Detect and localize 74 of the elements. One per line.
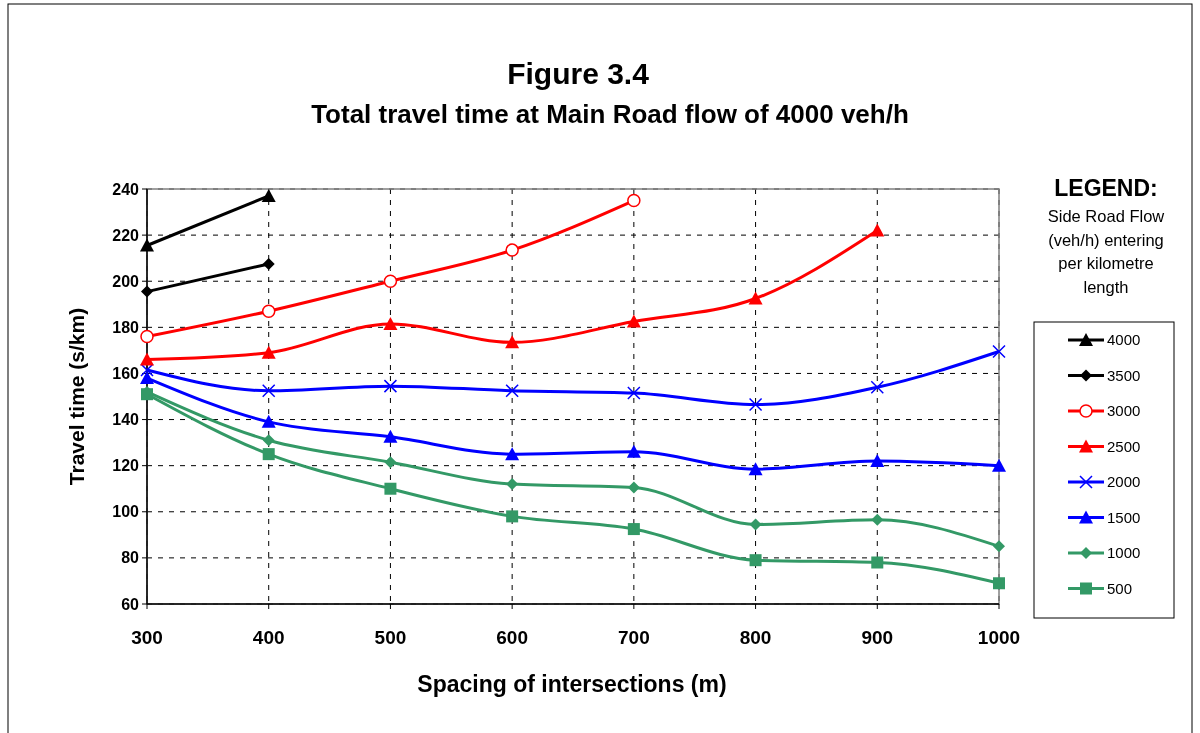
text: Side Road Flow (veh/h) entering per kilometre length <box>1047 207 1165 296</box>
y-axis-title: Travel time (s/km) <box>65 307 88 486</box>
point <box>748 462 763 476</box>
point <box>626 314 641 328</box>
legend-label: 3500 <box>1107 366 1141 384</box>
point <box>383 316 398 330</box>
point <box>505 243 519 257</box>
legend-label: 3000 <box>1107 402 1141 420</box>
point <box>262 257 275 270</box>
point <box>383 274 398 288</box>
x-tick-label: 800 <box>739 627 772 648</box>
y-tick-label: 160 <box>112 365 140 383</box>
point <box>749 554 762 567</box>
point <box>993 540 1005 553</box>
y-tick-label: 200 <box>112 272 140 290</box>
y-tick-label: 80 <box>121 549 140 567</box>
chart-title: Figure 3.4 <box>507 57 650 90</box>
chart-subtitle: Total travel time at Main Road flow of 4000 veh/h <box>311 99 909 129</box>
legend-title: LEGEND: <box>1054 175 1158 201</box>
point <box>993 577 1005 590</box>
point <box>505 335 520 349</box>
point <box>505 447 520 461</box>
point <box>871 513 884 526</box>
y-tick-label: 60 <box>121 595 140 613</box>
x-tick-label: 1000 <box>977 627 1021 648</box>
point <box>384 456 397 469</box>
point <box>626 444 641 458</box>
point <box>140 329 154 344</box>
y-tick-label: 140 <box>112 411 140 429</box>
y-tick-label: 220 <box>112 226 140 244</box>
point <box>140 363 154 377</box>
point <box>748 397 763 412</box>
point <box>627 193 641 208</box>
point <box>627 523 640 536</box>
point <box>870 454 885 468</box>
legend-label: 4000 <box>1107 331 1141 349</box>
legend-label: 2500 <box>1107 437 1141 455</box>
x-tick-label: 600 <box>496 627 528 648</box>
point <box>262 434 275 447</box>
point <box>140 352 154 366</box>
point <box>505 383 519 398</box>
x-tick-label: 400 <box>252 627 285 648</box>
x-axis-title: Spacing of intersections (m) <box>417 671 727 697</box>
point <box>871 556 884 569</box>
point <box>262 448 275 461</box>
y-tick-label: 180 <box>112 318 140 336</box>
point <box>384 482 397 495</box>
point <box>261 414 276 428</box>
point <box>383 429 398 443</box>
point <box>261 304 276 318</box>
point <box>748 291 763 305</box>
point <box>992 458 1006 472</box>
legend-label: 2000 <box>1107 473 1141 491</box>
point <box>506 510 519 523</box>
point <box>992 344 1006 359</box>
x-tick-label: 900 <box>861 627 894 648</box>
point <box>261 345 276 359</box>
point <box>383 379 398 393</box>
y-tick-label: 100 <box>112 503 140 521</box>
legend-label: 1000 <box>1107 544 1141 562</box>
y-tick-label: 120 <box>112 457 140 475</box>
point <box>261 383 276 398</box>
point <box>627 481 640 494</box>
x-tick-label: 700 <box>618 627 650 648</box>
legend-label: 500 <box>1107 579 1133 597</box>
x-tick-label: 300 <box>131 627 163 648</box>
point <box>141 285 153 298</box>
x-tick-label: 500 <box>374 627 407 648</box>
point <box>870 380 885 395</box>
legend-label: 1500 <box>1107 508 1141 526</box>
point <box>140 371 154 385</box>
point <box>627 386 641 400</box>
point <box>870 223 885 237</box>
y-tick-label: 240 <box>112 180 140 198</box>
